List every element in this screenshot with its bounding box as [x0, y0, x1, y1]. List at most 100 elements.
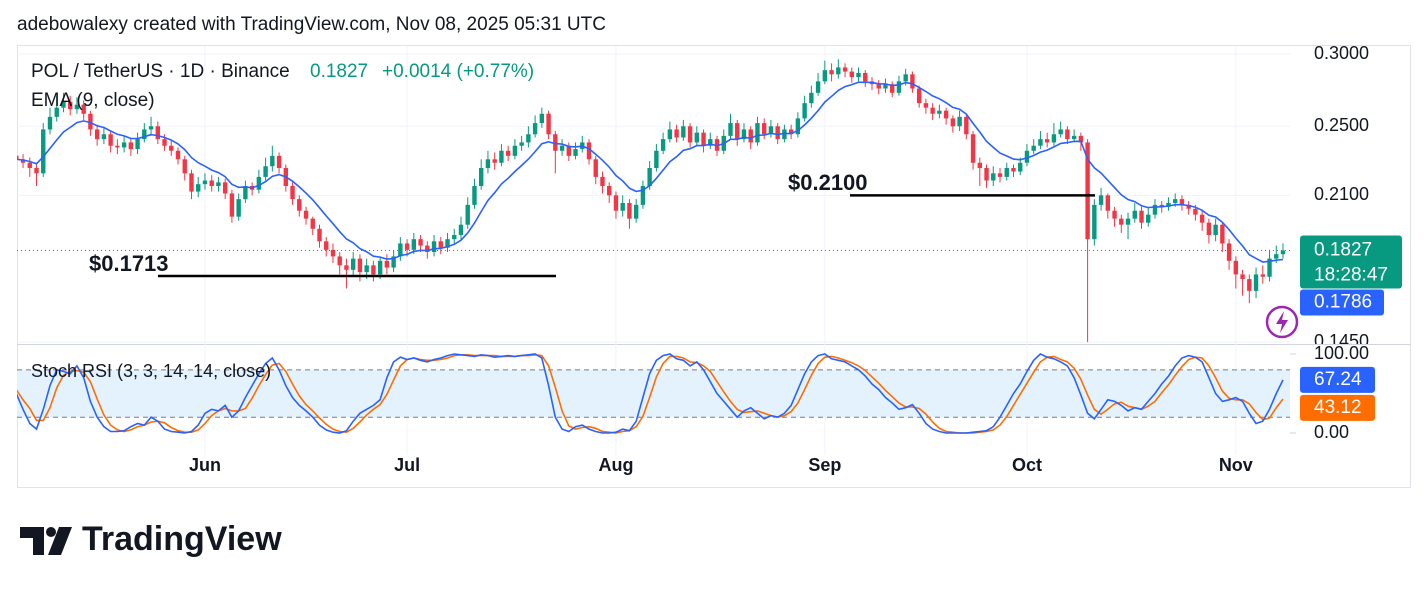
candle-body — [128, 142, 134, 150]
candle-body — [627, 202, 632, 219]
candle-body — [775, 126, 780, 140]
candle-body — [593, 159, 598, 177]
candle-body — [94, 129, 100, 140]
candle-body — [890, 84, 895, 93]
legend-change: +0.0014 (+0.77%) — [382, 61, 534, 82]
candle-body — [923, 103, 929, 108]
x-tick-label: Jul — [394, 455, 420, 475]
candle-body — [856, 72, 861, 78]
candle-body — [431, 241, 437, 253]
candle-body — [667, 129, 673, 140]
countdown-label: 18:28:47 — [1314, 265, 1388, 286]
candle-body — [647, 167, 652, 187]
candle-body — [768, 126, 774, 135]
candle-body — [1267, 258, 1272, 277]
candle-body — [1065, 129, 1070, 140]
candle-body — [950, 118, 956, 127]
candle-body — [142, 129, 147, 140]
candle-body — [782, 129, 787, 140]
candle-body — [17, 155, 19, 160]
x-tick-label: Nov — [1219, 455, 1253, 475]
candle-body — [1051, 134, 1057, 143]
candle-body — [640, 186, 646, 205]
candle-body — [795, 118, 801, 135]
candle-body — [741, 129, 747, 140]
level-label: $0.1713 — [89, 251, 169, 276]
candle-body — [350, 258, 356, 270]
candle-body — [34, 167, 39, 174]
candle-body — [236, 199, 241, 217]
candle-body — [20, 159, 26, 163]
candle-body — [202, 180, 208, 185]
candle-body — [330, 249, 336, 257]
candle-body — [1119, 218, 1124, 225]
stoch-badge — [1300, 366, 1375, 393]
candle-body — [1112, 210, 1117, 219]
candle-body — [276, 155, 282, 168]
candle-body — [957, 116, 962, 127]
candle-body — [169, 145, 174, 151]
candle-body — [492, 159, 497, 163]
candle-body — [883, 84, 888, 89]
series-line — [17, 81, 1284, 263]
candle-body — [1240, 274, 1245, 280]
candle-body — [660, 139, 666, 151]
candle-body — [654, 150, 659, 168]
candle-body — [337, 256, 342, 266]
candle-body — [970, 134, 976, 163]
candle-body — [189, 173, 194, 192]
candle-body — [943, 110, 949, 119]
candle-body — [384, 260, 390, 268]
candle-body — [1031, 145, 1036, 151]
candle-body — [68, 101, 73, 110]
candle-body — [1011, 167, 1016, 172]
candle-body — [344, 265, 349, 270]
candle-body — [243, 186, 248, 200]
alert-icon[interactable] — [1265, 305, 1299, 339]
candle-body — [263, 166, 268, 177]
candle-body — [377, 260, 383, 275]
candle-body — [222, 182, 228, 194]
candle-body — [708, 139, 713, 146]
candle-body — [1071, 135, 1077, 140]
candle-body — [41, 129, 46, 174]
candle-body — [1125, 218, 1131, 225]
candle-body — [836, 67, 841, 75]
price-pane — [17, 59, 1290, 343]
candle-body — [1213, 224, 1218, 235]
candle-body — [101, 134, 107, 140]
candle-body — [445, 239, 450, 248]
candle-body — [687, 126, 693, 143]
stoch-legend: Stoch RSI (3, 3, 14, 14, close) — [31, 361, 271, 381]
candle-body — [526, 134, 531, 143]
candle-body — [964, 116, 969, 135]
candle-body — [1146, 214, 1151, 223]
candle-body — [903, 74, 908, 82]
price-badge — [1300, 235, 1402, 289]
candle-body — [1253, 274, 1259, 291]
candle-body — [991, 173, 996, 181]
candle-body — [1105, 195, 1111, 211]
candle-body — [977, 162, 983, 168]
ema-badge — [1300, 289, 1384, 316]
candle-body — [937, 110, 942, 114]
series-line — [17, 353, 1284, 434]
candle-body — [317, 228, 322, 242]
candle-body — [822, 70, 828, 82]
candle-body — [1193, 208, 1198, 215]
candle-body — [896, 81, 902, 93]
candle-body — [761, 123, 767, 135]
candle-body — [465, 204, 470, 225]
candle-body — [398, 243, 403, 257]
candle-body — [916, 88, 922, 104]
candle-body — [1024, 150, 1030, 163]
candle-body — [54, 107, 59, 117]
candle-body — [1274, 254, 1279, 259]
candle-body — [1179, 199, 1185, 205]
candle-body — [1186, 204, 1191, 209]
y-tick-label: 0.2100 — [1314, 184, 1369, 204]
candle-body — [1018, 162, 1023, 172]
